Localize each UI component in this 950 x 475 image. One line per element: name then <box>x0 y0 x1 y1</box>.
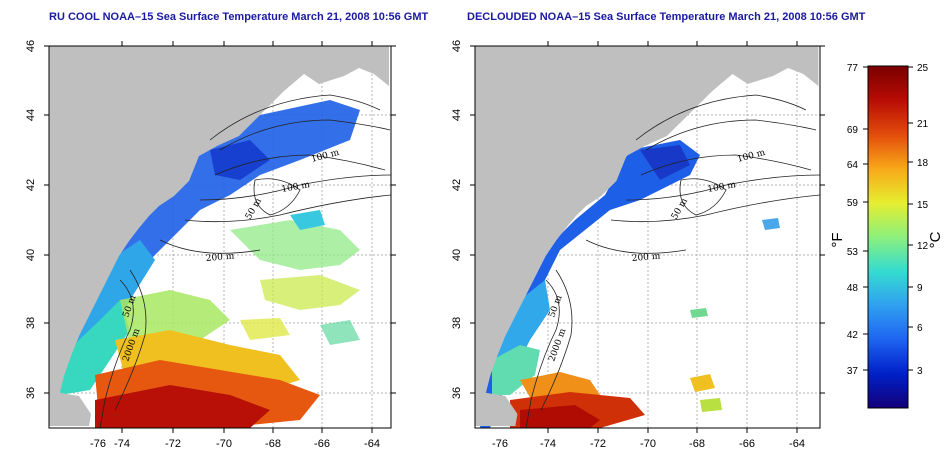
right-map-panel: 100 m 100 m 50 m 200 m 50 m 2000 m 46 <box>451 40 825 450</box>
colorbar-f-labels: 77 69 64 59 53 48 42 37 <box>847 63 859 377</box>
right-lat-labels: 46 44 42 40 38 36 <box>451 40 463 399</box>
contour-label-100-right-b: 100 m <box>707 180 737 195</box>
c-tick-3: 3 <box>917 366 923 377</box>
right-tick-marks <box>470 41 825 433</box>
f-tick-59: 59 <box>847 198 859 209</box>
c-tick-21: 21 <box>917 119 929 130</box>
lon-tick-left-68: -68 <box>265 438 281 450</box>
lat-tick-left-44: 44 <box>25 109 37 121</box>
left-contours <box>99 94 391 428</box>
lat-tick-right-40: 40 <box>451 249 463 261</box>
lat-tick-left-38: 38 <box>25 317 37 329</box>
left-tick-marks <box>44 41 396 433</box>
colorbar: 77 69 64 59 53 48 42 37 25 21 18 15 12 9… <box>829 63 944 409</box>
c-tick-12: 12 <box>917 241 929 252</box>
lat-tick-left-42: 42 <box>25 179 37 191</box>
right-lon-labels: -76 -74 -72 -70 -68 -66 -64 <box>492 438 805 450</box>
lat-tick-right-38: 38 <box>451 317 463 329</box>
lon-tick-right-76: -76 <box>492 438 508 450</box>
fahrenheit-unit-label: °F <box>829 232 846 247</box>
lat-tick-right-44: 44 <box>451 109 463 121</box>
c-tick-25: 25 <box>917 63 929 74</box>
lat-tick-right-36: 36 <box>451 387 463 399</box>
f-tick-69: 69 <box>847 125 859 136</box>
f-tick-48: 48 <box>847 283 859 294</box>
lon-tick-right-74: -74 <box>540 438 556 450</box>
celsius-unit-label: °C <box>927 231 944 248</box>
lat-tick-left-36: 36 <box>25 387 37 399</box>
left-panel-title: RU COOL NOAA–15 Sea Surface Temperature … <box>49 11 429 23</box>
left-lat-labels: 46 44 42 40 38 36 <box>25 40 37 399</box>
lon-tick-left-76: -76 <box>90 438 106 450</box>
f-tick-53: 53 <box>847 247 859 258</box>
contour-label-200-right: 200 m <box>631 251 661 263</box>
lon-tick-right-66: -66 <box>739 438 755 450</box>
lon-tick-left-70: -70 <box>216 438 232 450</box>
colorbar-scale <box>867 65 909 409</box>
lon-tick-left-64: -64 <box>364 438 380 450</box>
f-tick-77: 77 <box>847 63 859 74</box>
f-tick-64: 64 <box>847 160 859 171</box>
lon-tick-right-68: -68 <box>689 438 705 450</box>
c-tick-18: 18 <box>917 158 929 169</box>
c-tick-15: 15 <box>917 200 929 211</box>
lon-tick-left-66: -66 <box>314 438 330 450</box>
left-lon-labels: -76 -74 -72 -70 -68 -66 -64 <box>90 438 380 450</box>
lon-tick-right-72: -72 <box>590 438 606 450</box>
lon-tick-right-70: -70 <box>640 438 656 450</box>
contour-label-200-left: 200 m <box>205 251 235 263</box>
right-panel-title: DECLOUDED NOAA–15 Sea Surface Temperatur… <box>467 11 866 23</box>
lat-tick-left-40: 40 <box>25 249 37 261</box>
lon-tick-left-72: -72 <box>165 438 181 450</box>
contour-label-100-left-b: 100 m <box>281 180 311 195</box>
colorbar-tick-marks <box>863 66 913 371</box>
lat-tick-right-46: 46 <box>451 40 463 52</box>
lon-tick-right-64: -64 <box>789 438 805 450</box>
lat-tick-left-46: 46 <box>25 40 37 52</box>
lat-tick-right-42: 42 <box>451 179 463 191</box>
f-tick-37: 37 <box>847 366 859 377</box>
right-contours <box>525 94 820 428</box>
c-tick-6: 6 <box>917 323 923 334</box>
c-tick-9: 9 <box>917 283 923 294</box>
lon-tick-left-74: -74 <box>114 438 130 450</box>
left-map-frame <box>48 45 392 429</box>
colorbar-c-labels: 25 21 18 15 12 9 6 3 <box>917 63 929 377</box>
f-tick-42: 42 <box>847 330 859 341</box>
left-map-panel: 100 m 100 m 50 m 200 m 50 m 2000 m <box>25 40 396 450</box>
